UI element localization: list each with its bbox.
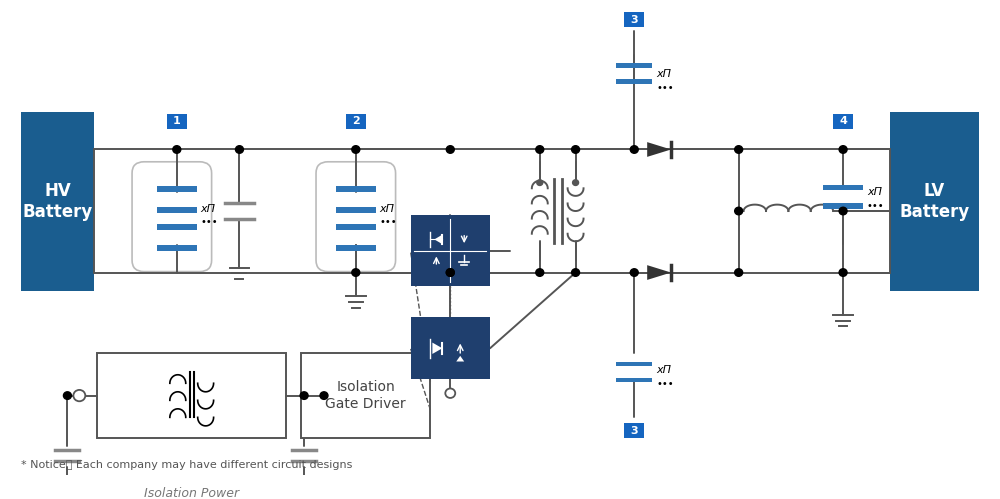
Bar	[823, 204, 863, 209]
Bar	[336, 207, 376, 213]
Text: 1: 1	[173, 116, 181, 126]
Bar	[21, 112, 94, 291]
Bar	[346, 113, 366, 129]
Circle shape	[735, 269, 743, 276]
Bar	[616, 79, 652, 84]
Bar	[157, 245, 197, 251]
Bar	[616, 63, 652, 68]
Bar	[411, 215, 490, 286]
Text: LV
Battery: LV Battery	[899, 182, 970, 221]
Polygon shape	[59, 478, 75, 491]
Bar	[167, 113, 187, 129]
Circle shape	[630, 146, 638, 153]
Bar	[624, 423, 644, 438]
Text: 2: 2	[352, 116, 360, 126]
Circle shape	[73, 390, 85, 401]
Text: * Notice： Each company may have different circuit designs: * Notice： Each company may have differen…	[21, 460, 352, 470]
Polygon shape	[456, 356, 464, 361]
Text: xΠ: xΠ	[380, 204, 395, 214]
Text: Isolation
Gate Driver: Isolation Gate Driver	[325, 380, 406, 411]
Text: 4: 4	[839, 116, 847, 126]
Circle shape	[839, 146, 847, 153]
Circle shape	[735, 146, 743, 153]
Text: 3: 3	[630, 15, 638, 25]
Circle shape	[536, 146, 544, 153]
Text: 3: 3	[630, 426, 638, 436]
Polygon shape	[434, 235, 442, 244]
Bar	[157, 224, 197, 230]
Circle shape	[300, 392, 308, 399]
Circle shape	[352, 269, 360, 276]
Text: •••: •••	[201, 218, 218, 228]
Text: •••: •••	[867, 201, 885, 211]
Bar	[157, 207, 197, 213]
Circle shape	[537, 180, 543, 186]
Circle shape	[573, 180, 579, 186]
Circle shape	[320, 392, 328, 399]
Circle shape	[735, 207, 743, 215]
Circle shape	[352, 146, 360, 153]
Bar	[97, 353, 286, 438]
Bar	[890, 112, 979, 291]
Circle shape	[446, 269, 454, 276]
Bar	[336, 187, 376, 192]
Bar	[616, 361, 652, 366]
Bar	[157, 187, 197, 192]
Bar	[411, 317, 490, 379]
Text: •••: •••	[656, 83, 674, 93]
Polygon shape	[432, 343, 442, 354]
Circle shape	[839, 207, 847, 215]
Circle shape	[173, 146, 181, 153]
Polygon shape	[647, 142, 671, 157]
Bar	[301, 353, 430, 438]
Text: xΠ: xΠ	[867, 187, 882, 197]
Circle shape	[63, 392, 71, 399]
Text: xΠ: xΠ	[656, 69, 671, 79]
Bar	[823, 185, 863, 190]
Bar	[624, 12, 644, 27]
Circle shape	[445, 389, 455, 398]
Text: xΠ: xΠ	[656, 365, 671, 375]
Text: Isolation Power: Isolation Power	[144, 487, 239, 499]
FancyBboxPatch shape	[132, 162, 212, 271]
Bar	[336, 224, 376, 230]
Bar	[833, 113, 853, 129]
Polygon shape	[296, 478, 312, 491]
Polygon shape	[647, 265, 671, 280]
Circle shape	[536, 269, 544, 276]
Circle shape	[839, 269, 847, 276]
Bar	[616, 378, 652, 382]
Circle shape	[572, 269, 580, 276]
Bar	[336, 245, 376, 251]
Circle shape	[235, 146, 243, 153]
Circle shape	[572, 146, 580, 153]
Text: HV
Battery: HV Battery	[22, 182, 93, 221]
Circle shape	[446, 146, 454, 153]
Circle shape	[446, 269, 454, 276]
FancyBboxPatch shape	[316, 162, 396, 271]
Circle shape	[630, 269, 638, 276]
Text: xΠ: xΠ	[201, 204, 216, 214]
Text: •••: •••	[380, 218, 397, 228]
Text: •••: •••	[656, 379, 674, 389]
